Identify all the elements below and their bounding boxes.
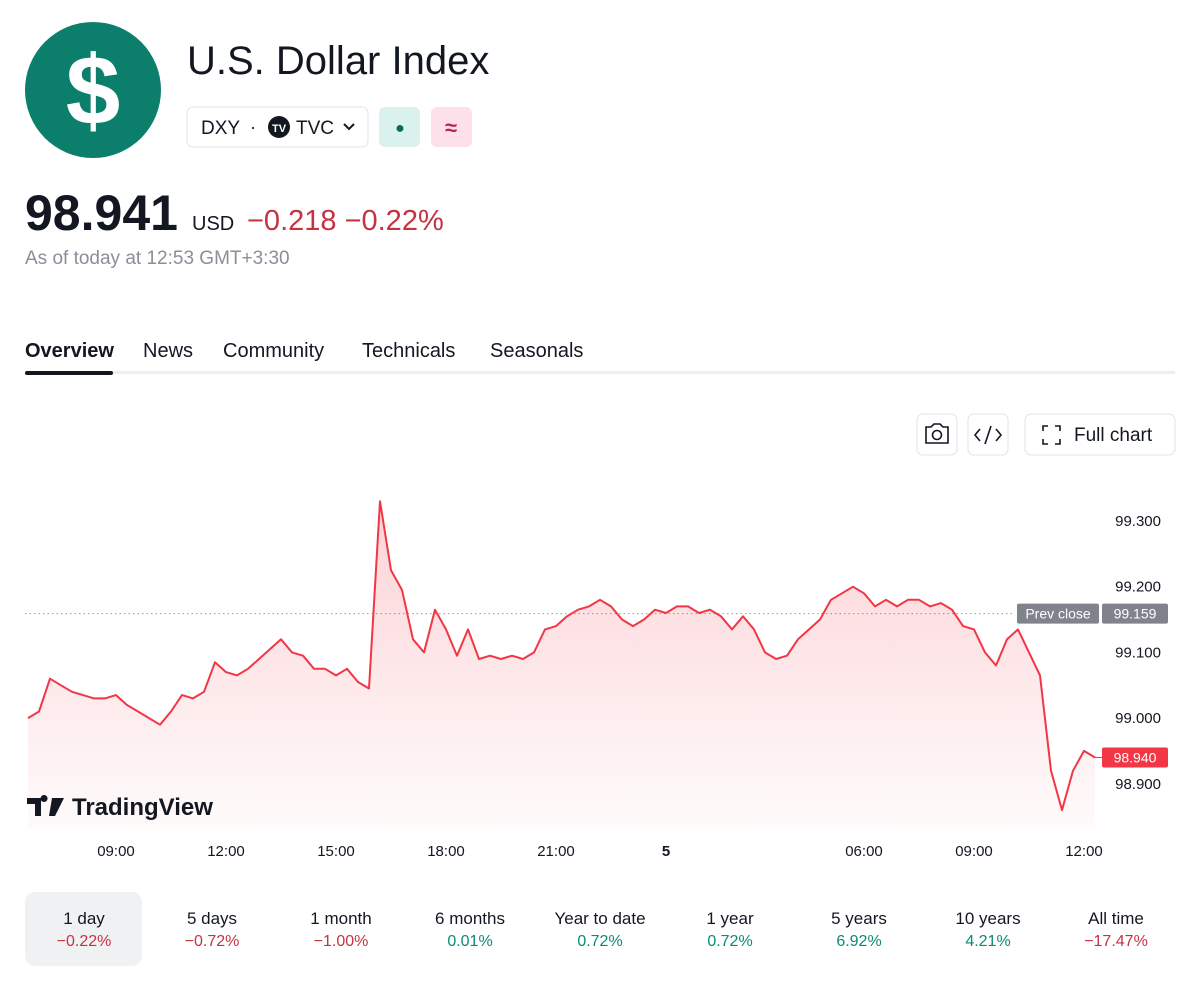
prev-close-value: 99.159 bbox=[1114, 606, 1157, 622]
prev-close-tag bbox=[1017, 603, 1099, 624]
tab-rail bbox=[25, 371, 1175, 374]
y-tick-label: 99.300 bbox=[1115, 513, 1161, 530]
period-change: 0.72% bbox=[577, 933, 622, 950]
x-tick-label: 09:00 bbox=[97, 843, 135, 860]
delay-icon: ≈ bbox=[445, 115, 457, 140]
period-change: 0.72% bbox=[707, 933, 752, 950]
period-name[interactable]: 10 years bbox=[955, 909, 1020, 928]
x-tick-label: 06:00 bbox=[845, 843, 883, 860]
x-tick-label: 12:00 bbox=[207, 843, 245, 860]
exchange-icon-text: TV bbox=[272, 123, 287, 135]
period-change: −1.00% bbox=[314, 933, 369, 950]
tabs: Overview News Community Technicals Seasonals bbox=[25, 340, 583, 362]
period-selected[interactable] bbox=[25, 892, 142, 966]
period-name[interactable]: 1 year bbox=[706, 909, 754, 928]
y-tick-label: 99.200 bbox=[1115, 579, 1161, 596]
period-change: 0.01% bbox=[447, 933, 492, 950]
camera-icon bbox=[925, 423, 949, 444]
y-tick-label: 99.000 bbox=[1115, 710, 1161, 727]
period-name[interactable]: 5 years bbox=[831, 909, 887, 928]
full-chart-label: Full chart bbox=[1074, 425, 1153, 446]
period-change: 6.92% bbox=[836, 933, 881, 950]
period-name[interactable]: 1 month bbox=[310, 909, 371, 928]
watermark: TradingView bbox=[72, 794, 213, 821]
x-tick-label: 09:00 bbox=[955, 843, 993, 860]
y-tick-label: 99.100 bbox=[1115, 644, 1161, 661]
title: U.S. Dollar Index bbox=[187, 39, 489, 83]
period-name[interactable]: 6 months bbox=[435, 909, 505, 928]
last-price-tag bbox=[1102, 747, 1168, 768]
status-icon: ● bbox=[395, 120, 405, 137]
tab[interactable]: Seasonals bbox=[490, 340, 583, 362]
tab[interactable]: News bbox=[143, 340, 193, 362]
price: 98.941 bbox=[25, 185, 178, 241]
logo bbox=[25, 22, 161, 158]
x-tick-label: 5 bbox=[662, 843, 670, 860]
y-tick-label: 98.900 bbox=[1115, 776, 1161, 793]
period-name[interactable]: All time bbox=[1088, 909, 1144, 928]
tab-underline bbox=[25, 371, 113, 375]
tab[interactable]: Community bbox=[223, 340, 324, 362]
snapshot-button[interactable] bbox=[916, 413, 958, 456]
symbol: DXY bbox=[201, 118, 240, 139]
code-icon bbox=[973, 425, 1003, 445]
full-chart-button[interactable] bbox=[1024, 413, 1176, 456]
period-name[interactable]: 5 days bbox=[187, 909, 237, 928]
fullscreen-icon bbox=[1042, 425, 1061, 445]
dropdown-caret bbox=[343, 123, 355, 131]
last-price-label: 98.940 bbox=[1114, 750, 1157, 766]
x-tick-label: 15:00 bbox=[317, 843, 355, 860]
status-badge[interactable] bbox=[379, 107, 420, 147]
separator: · bbox=[250, 117, 256, 137]
x-tick-label: 21:00 bbox=[537, 843, 575, 860]
currency: USD bbox=[192, 213, 234, 235]
period-name[interactable]: Year to date bbox=[554, 909, 645, 928]
x-tick-label: 18:00 bbox=[427, 843, 465, 860]
tab[interactable]: Overview bbox=[25, 340, 114, 362]
exchange: TVC bbox=[296, 118, 334, 139]
prev-close-name: Prev close bbox=[1025, 606, 1091, 622]
x-tick-label: 12:00 bbox=[1065, 843, 1103, 860]
area bbox=[28, 501, 1095, 830]
period-change: −17.47% bbox=[1084, 933, 1148, 950]
delay-badge[interactable] bbox=[431, 107, 472, 147]
as-of: As of today at 12:53 GMT+3:30 bbox=[25, 248, 290, 269]
watermark-logo bbox=[27, 795, 64, 816]
chart: 98.900 99.000 99.100 99.200 99.300 09:00 12:00… bbox=[25, 500, 1168, 860]
period-change: −0.72% bbox=[185, 933, 240, 950]
change: −0.218 −0.22% bbox=[247, 205, 444, 237]
period-change: 4.21% bbox=[965, 933, 1010, 950]
camera-lens bbox=[931, 429, 943, 441]
prev-close-value-tag bbox=[1102, 603, 1168, 624]
exchange-icon bbox=[268, 116, 290, 138]
periods: 1 day −0.22% 5 days −0.72% 1 month −1.00% 6 mo… bbox=[25, 892, 1148, 966]
price-line bbox=[27, 500, 1096, 812]
period-name[interactable]: 1 day bbox=[63, 909, 105, 928]
period-change: −0.22% bbox=[57, 933, 112, 950]
logo-symbol: $ bbox=[66, 35, 121, 145]
tab[interactable]: Technicals bbox=[362, 340, 455, 362]
